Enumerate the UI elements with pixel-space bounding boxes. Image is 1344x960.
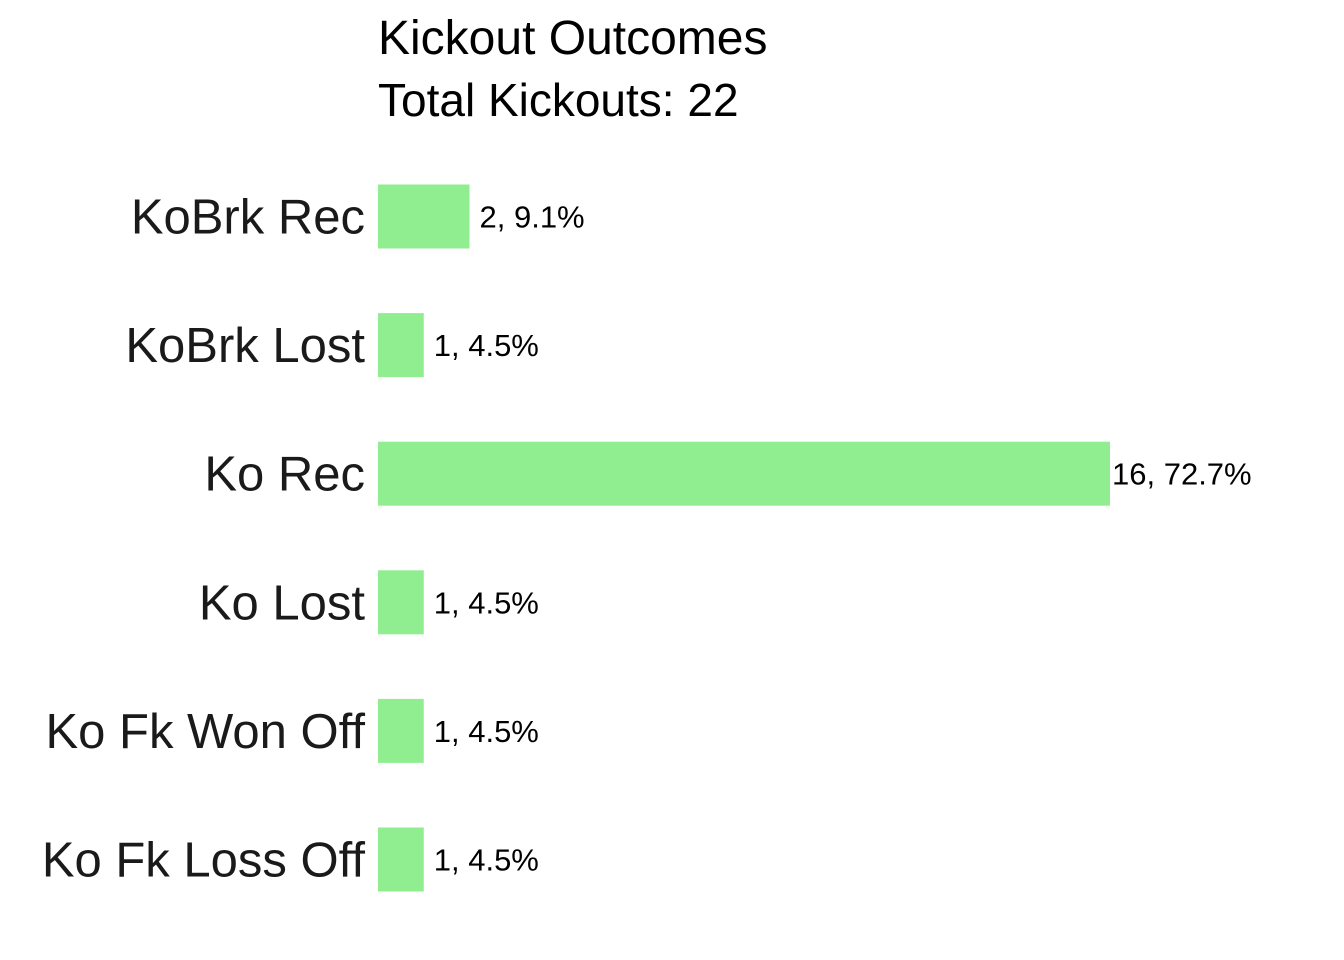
bar-ko-fk-won-off <box>378 698 424 763</box>
bar-ko-lost <box>378 570 424 635</box>
bar-ko-fk-loss-off <box>378 827 424 892</box>
category-label-ko-fk-won-off: Ko Fk Won Off <box>45 705 365 759</box>
bar-kobrk-lost <box>378 313 424 378</box>
category-label-ko-rec: Ko Rec <box>204 448 365 502</box>
data-label-kobrk-rec: 2, 9.1% <box>480 200 585 235</box>
chart-subtitle: Total Kickouts: 22 <box>378 74 739 126</box>
data-label-kobrk-lost: 1, 4.5% <box>434 328 539 363</box>
bar-ko-rec <box>378 441 1110 506</box>
chart-title: Kickout Outcomes <box>378 12 767 65</box>
category-label-ko-lost: Ko Lost <box>199 576 366 630</box>
data-label-ko-lost: 1, 4.5% <box>434 585 539 620</box>
bar-group: KoBrk Rec 2, 9.1% KoBrk Lost 1, 4.5% Ko Rec 1… <box>42 184 1252 892</box>
data-label-ko-fk-won-off: 1, 4.5% <box>434 714 539 749</box>
category-label-kobrk-lost: KoBrk Lost <box>125 319 365 373</box>
category-label-ko-fk-loss-off: Ko Fk Loss Off <box>42 834 366 888</box>
category-label-kobrk-rec: KoBrk Rec <box>131 191 365 245</box>
data-label-ko-fk-loss-off: 1, 4.5% <box>434 843 539 878</box>
bar-kobrk-rec <box>378 184 470 249</box>
data-label-ko-rec: 16, 72.7% <box>1112 457 1252 492</box>
